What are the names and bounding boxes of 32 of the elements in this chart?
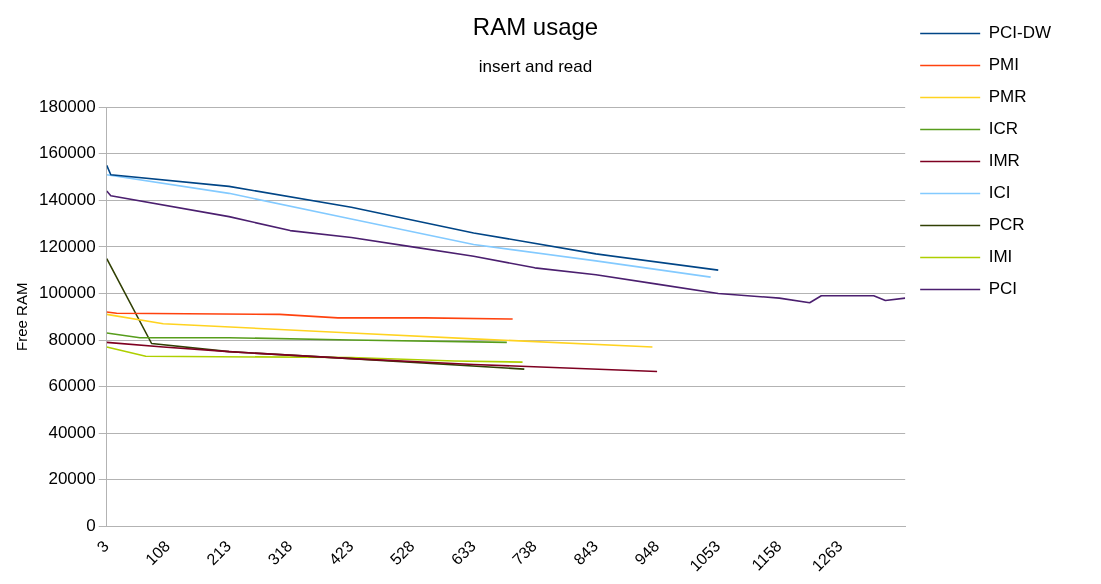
x-tick-label: 528 [386,537,418,569]
y-tick-label: 0 [86,515,96,535]
x-tick-label: 108 [142,537,174,569]
y-tick-label: 120000 [38,236,96,256]
y-tick-label: 80000 [48,329,96,349]
legend-label: ICI [988,183,1011,203]
legend-label: PCR [988,215,1025,235]
y-tick-label: 40000 [48,422,96,442]
y-tick-label: 180000 [38,96,96,116]
legend-label: PMI [988,55,1019,75]
x-tick-label: 843 [570,537,602,569]
legend-label: PCI-DW [988,23,1052,43]
y-tick-label: 160000 [38,143,96,163]
y-tick-label: 100000 [38,283,96,303]
y-axis-title: Free RAM [13,282,31,351]
y-tick-label: 20000 [48,469,96,489]
legend-label: IMI [988,247,1013,267]
chart-title: RAM usage [472,13,599,41]
x-tick-label: 3 [93,537,113,556]
chart-subtitle: insert and read [478,56,593,76]
legend-label: PMR [988,87,1027,107]
x-tick-label: 633 [447,537,479,569]
x-tick-label: 738 [509,537,541,569]
x-tick-label: 948 [631,537,663,569]
x-tick-label: 213 [203,537,235,569]
legend-label: ICR [988,119,1018,139]
y-tick-label: 140000 [38,190,96,210]
y-tick-label: 60000 [48,376,96,396]
x-tick-label: 318 [264,537,296,569]
legend-label: PCI [988,279,1018,299]
legend-label: IMR [988,151,1020,171]
x-tick-label: 423 [325,537,357,569]
